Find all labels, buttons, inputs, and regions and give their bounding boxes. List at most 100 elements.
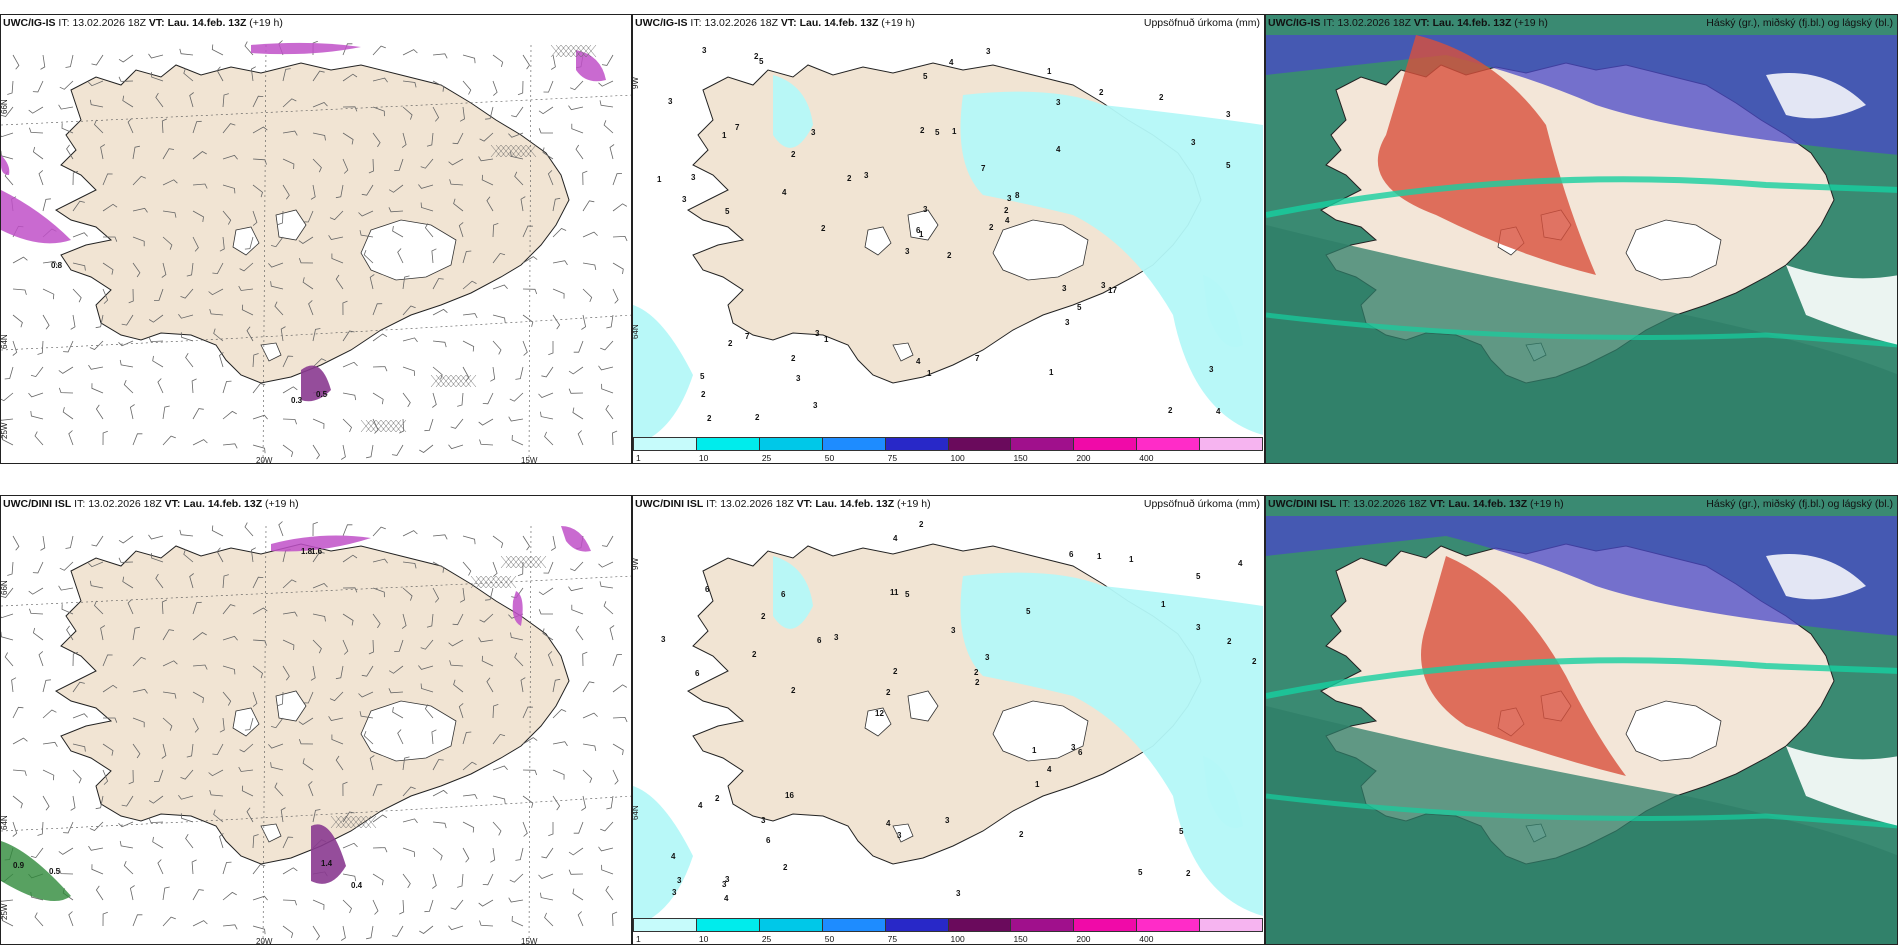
precip-value-label: 2 xyxy=(707,414,712,423)
panel-title: UWC/DINI ISL IT: 13.02.2026 18Z VT: Lau.… xyxy=(635,498,931,510)
colorbar-label: 50 xyxy=(824,453,835,463)
colorbar-label: 50 xyxy=(824,934,835,944)
precip-value-label: 16 xyxy=(785,791,794,800)
precip-value-label: 3 xyxy=(682,195,687,204)
wind-gust-area xyxy=(271,535,371,552)
precip-map-panel-row1: UWC/IG-IS IT: 13.02.2026 18Z VT: Lau. 14… xyxy=(632,14,1265,464)
precip-value-label: 7 xyxy=(981,164,986,173)
precip-value-label: 3 xyxy=(956,889,961,898)
precip-value-label: 3 xyxy=(725,875,730,884)
precip-value-label: 1 xyxy=(1035,780,1040,789)
colorbar-label: 400 xyxy=(1139,934,1154,944)
precip-value-label: 3 xyxy=(864,171,869,180)
precip-value-label: 8 xyxy=(1015,191,1020,200)
precip-value-label: 1 xyxy=(657,175,662,184)
wind-map-panel-row2: UWC/DINI ISL IT: 13.02.2026 18Z VT: Lau.… xyxy=(0,495,632,945)
colorbar-label: 200 xyxy=(1076,934,1091,944)
precip-value-label: 3 xyxy=(1196,623,1201,632)
cloud-map xyxy=(1266,15,1897,463)
precip-value-label: 5 xyxy=(1179,827,1184,836)
colorbar-label: 150 xyxy=(1013,453,1028,463)
colorbar-label: 25 xyxy=(761,934,772,944)
cloud-title: Háský (gr.), miðský (fj.bl.) og lágský (… xyxy=(1706,498,1893,510)
precip-value-label: 1 xyxy=(952,127,957,136)
precip-value-label: 3 xyxy=(834,633,839,642)
axis-tick-label: 66N xyxy=(1,580,9,595)
axis-tick-label: 25W xyxy=(1,903,9,920)
precip-value-label: 3 xyxy=(668,97,673,106)
precip-value-label: 3 xyxy=(986,47,991,56)
precip-value-label: 7 xyxy=(745,332,750,341)
precip-value-label: 4 xyxy=(893,534,898,543)
hatch-area xyxy=(330,555,547,829)
precip-value-label: 2 xyxy=(886,688,891,697)
colorbar-segment: 150 xyxy=(1010,437,1074,463)
colorbar-segment: 200 xyxy=(1073,918,1137,944)
clear-area xyxy=(1786,265,1897,345)
precip-value-label: 3 xyxy=(945,816,950,825)
precip-value-label: 1 xyxy=(1049,368,1054,377)
glacier xyxy=(360,700,457,762)
cloud-map-panel-row1: UWC/IG-IS IT: 13.02.2026 18Z VT: Lau. 14… xyxy=(1265,14,1898,464)
wind-map: 0.8 0.5 0.3 66N 64N 25W 20W 15W xyxy=(1,15,631,463)
precip-value-label: 3 xyxy=(1056,98,1061,107)
precip-value-label: 5 xyxy=(759,57,764,66)
precip-value-label: 12 xyxy=(875,709,884,718)
precip-value-label: 5 xyxy=(923,72,928,81)
precip-value-label: 3 xyxy=(951,626,956,635)
precip-value-label: 3 xyxy=(796,374,801,383)
panel-title: UWC/IG-IS IT: 13.02.2026 18Z VT: Lau. 14… xyxy=(635,17,915,29)
precip-value-label: 3 xyxy=(1226,110,1231,119)
glacier xyxy=(360,219,457,281)
wind-value-label: 0.4 xyxy=(351,881,363,890)
colorbar-label: 10 xyxy=(698,934,709,944)
precip-value-label: 5 xyxy=(1138,868,1143,877)
wind-value-label: 0.9 xyxy=(13,861,25,870)
precip-value-label: 6 xyxy=(817,636,822,645)
grid-line xyxy=(1,525,631,944)
cloud-map-panel-row2: UWC/DINI ISL IT: 13.02.2026 18Z VT: Lau.… xyxy=(1265,495,1898,945)
panel-title: UWC/IG-IS IT: 13.02.2026 18Z VT: Lau. 14… xyxy=(1268,17,1548,29)
precip-value-label: 3 xyxy=(1062,284,1067,293)
precip-value-label: 4 xyxy=(949,58,954,67)
glacier xyxy=(1625,219,1722,281)
precip-value-label: 3 xyxy=(702,46,707,55)
glacier xyxy=(892,342,914,362)
clear-area xyxy=(1786,746,1897,826)
axis-tick-label: 64N xyxy=(1,815,9,830)
glacier xyxy=(260,823,282,843)
colorbar-label: 75 xyxy=(887,453,898,463)
precip-value-label: 3 xyxy=(923,205,928,214)
precip-value-label: 6 xyxy=(1069,550,1074,559)
clear-area xyxy=(1766,73,1866,119)
precip-value-label: 2 xyxy=(893,667,898,676)
high-cloud-band xyxy=(1266,176,1897,218)
precip-value-label: 4 xyxy=(1238,559,1243,568)
glacier xyxy=(992,700,1089,762)
precip-value-label: 3 xyxy=(813,401,818,410)
precip-value-label: 4 xyxy=(886,819,891,828)
precip-value-label: 3 xyxy=(1209,365,1214,374)
precip-area xyxy=(773,556,813,629)
wind-gust-area xyxy=(311,824,346,884)
precip-value-label: 5 xyxy=(1226,161,1231,170)
colorbar-segment: 25 xyxy=(758,437,822,463)
precip-value-label: 1 xyxy=(927,369,932,378)
precip-value-label: 3 xyxy=(1007,194,1012,203)
colorbar-segment: 10 xyxy=(695,437,759,463)
precip-value-label: 3 xyxy=(691,173,696,182)
precip-value-label: 2 xyxy=(701,390,706,399)
wind-gust-area xyxy=(301,365,331,402)
colorbar-label: 1 xyxy=(636,934,641,944)
axis-tick-label: 9W xyxy=(633,558,640,570)
precip-value-label: 2 xyxy=(791,686,796,695)
precip-value-label: 1 xyxy=(1129,555,1134,564)
axis-tick-label: 64N xyxy=(1,334,9,349)
precip-value-label: 5 xyxy=(700,372,705,381)
precip-colorbar: 1 10 25 50 75 100 150 200 400 xyxy=(633,437,1264,463)
precip-value-label: 2 xyxy=(919,520,924,529)
colorbar-segment: 400 xyxy=(1136,437,1200,463)
precip-value-label: 2 xyxy=(1004,206,1009,215)
precip-value-label: 2 xyxy=(791,150,796,159)
colorbar-label: 1 xyxy=(636,453,641,463)
